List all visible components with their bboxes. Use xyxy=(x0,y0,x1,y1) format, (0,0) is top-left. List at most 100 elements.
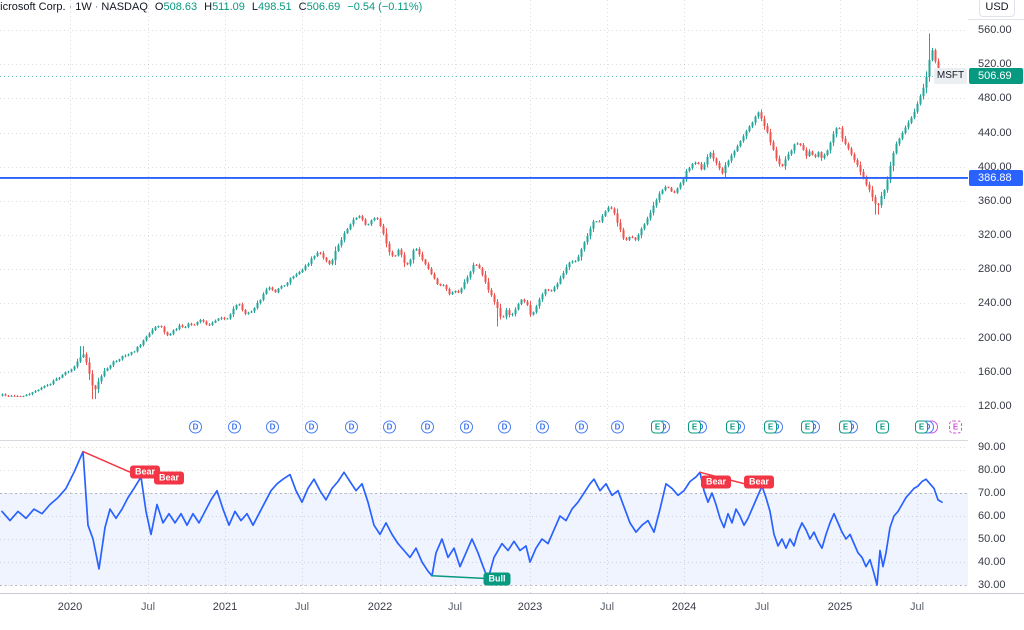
high-label: H xyxy=(204,1,213,13)
price-axis[interactable]: USD 560.00 520.00 480.00 440.00 400.00 360.00… xyxy=(968,0,1024,593)
time-axis-label: 2021 xyxy=(212,601,238,613)
axis-separator xyxy=(968,19,1024,20)
exchange-label: NASDAQ xyxy=(101,1,148,13)
low-label: L xyxy=(251,1,259,13)
oscillator-tick-label: 40.00 xyxy=(978,556,1006,568)
legend-separator2: · xyxy=(94,1,99,13)
dividend-marker[interactable]: D xyxy=(189,420,213,434)
dividend-icon: D xyxy=(498,420,511,434)
symbol-title[interactable]: Microsoft Corp. xyxy=(0,1,66,13)
dividend-marker[interactable]: D xyxy=(460,420,484,434)
dividend-icon: D xyxy=(305,420,318,434)
earnings-marker[interactable]: E xyxy=(876,420,900,434)
dividend-icon: D xyxy=(266,420,279,434)
earnings-icon: E xyxy=(839,420,852,434)
dividend-icon: D xyxy=(383,420,396,434)
hline-price-badge: 386.88 xyxy=(969,169,1023,186)
earnings-icon: E xyxy=(915,420,928,434)
time-axis-label: Jul xyxy=(140,601,156,613)
dividend-marker[interactable]: D xyxy=(266,420,290,434)
bear-label: Bear xyxy=(153,471,185,485)
oscillator-tick-label: 70.00 xyxy=(978,487,1006,499)
upcoming-earnings-marker[interactable]: E xyxy=(949,420,973,434)
earnings-dividend-marker[interactable]: DE xyxy=(915,420,939,434)
dividend-icon: D xyxy=(345,420,358,434)
dividend-marker[interactable]: D xyxy=(305,420,329,434)
high-value: 511.09 xyxy=(212,1,245,13)
earnings-dividend-marker[interactable]: DE xyxy=(651,420,675,434)
change-value: −0.54 (−0.11%) xyxy=(347,1,423,13)
close-label: C xyxy=(298,1,307,13)
currency-toggle-button[interactable]: USD xyxy=(979,0,1015,17)
dividend-marker[interactable]: D xyxy=(611,420,635,434)
time-axis-label: Jul xyxy=(754,601,770,613)
close-value: 506.69 xyxy=(306,1,341,13)
earnings-icon: E xyxy=(651,420,664,434)
earnings-icon: E xyxy=(876,420,889,434)
earnings-dividend-marker[interactable]: DE xyxy=(839,420,863,434)
symbol-price-tag: MSFT xyxy=(934,67,967,84)
bear-label: Bear xyxy=(129,465,161,479)
earnings-dividend-marker[interactable]: DE xyxy=(764,420,788,434)
dividend-marker[interactable]: D xyxy=(498,420,522,434)
price-tick-label: 400.00 xyxy=(978,160,1012,173)
upcoming-earnings-icon: E xyxy=(949,420,962,434)
time-axis-label: Jul xyxy=(909,601,925,613)
dividend-icon: D xyxy=(228,420,241,434)
dividend-icon: D xyxy=(421,420,434,434)
time-axis-label: 2024 xyxy=(671,601,697,613)
price-tick-label: 560.00 xyxy=(978,24,1012,36)
price-tick-label: 440.00 xyxy=(978,126,1012,139)
dividend-marker[interactable]: D xyxy=(575,420,599,434)
dividend-marker[interactable]: D xyxy=(228,420,252,434)
price-tick-label: 280.00 xyxy=(978,263,1012,276)
earnings-dividend-marker[interactable]: DE xyxy=(801,420,825,434)
earnings-icon: E xyxy=(764,420,777,434)
earnings-dividend-marker[interactable]: DE xyxy=(688,420,712,434)
oscillator-tick-label: 90.00 xyxy=(978,441,1006,453)
dividend-marker[interactable]: D xyxy=(383,420,407,434)
current-price-badge: 506.69 xyxy=(969,67,1023,84)
time-axis-label: Jul xyxy=(447,601,463,613)
price-tick-label: 360.00 xyxy=(978,194,1012,207)
time-axis[interactable]: 2020 Jul 2021 Jul 2022 Jul 2023 Jul 2024 Jul 2025 J… xyxy=(0,593,1024,630)
dividend-icon: D xyxy=(611,420,624,434)
price-tick-label: 320.00 xyxy=(978,229,1012,242)
low-value: 498.51 xyxy=(258,1,292,13)
earnings-dividend-marker[interactable]: DE xyxy=(726,420,750,434)
oscillator-tick-label: 80.00 xyxy=(978,464,1006,476)
time-axis-label: 2023 xyxy=(517,601,543,613)
oscillator-tick-label: 30.00 xyxy=(978,579,1006,591)
dividend-marker[interactable]: D xyxy=(345,420,369,434)
open-value: 508.63 xyxy=(163,1,198,13)
earnings-icon: E xyxy=(688,420,701,434)
oscillator-tick-label: 60.00 xyxy=(978,510,1006,522)
earnings-icon: E xyxy=(726,420,739,434)
price-tick-label: 480.00 xyxy=(978,92,1012,105)
bull-label: Bull xyxy=(483,572,511,586)
dividend-icon: D xyxy=(189,420,202,434)
time-axis-label: Jul xyxy=(599,601,615,613)
dividend-marker[interactable]: D xyxy=(536,420,560,434)
oscillator-tick-label: 50.00 xyxy=(978,533,1006,545)
earnings-icon: E xyxy=(801,420,814,434)
price-tick-label: 160.00 xyxy=(978,365,1012,378)
interval-label[interactable]: 1W xyxy=(75,1,92,13)
time-axis-label: Jul xyxy=(294,601,310,613)
time-axis-label: 2025 xyxy=(827,601,853,613)
dividend-icon: D xyxy=(536,420,549,434)
time-axis-label: 2020 xyxy=(57,601,83,613)
bear-label: Bear xyxy=(743,475,775,489)
price-tick-label: 120.00 xyxy=(978,399,1012,412)
chart-legend: Microsoft Corp.·1W·NASDAQO508.63H511.09L… xyxy=(0,1,422,13)
dividend-icon: D xyxy=(460,420,473,434)
bear-label: Bear xyxy=(700,475,732,489)
price-tick-label: 200.00 xyxy=(978,331,1012,344)
open-label: O xyxy=(154,1,164,13)
time-axis-label: 2022 xyxy=(367,601,393,613)
price-tick-label: 240.00 xyxy=(978,297,1012,310)
legend-separator: · xyxy=(68,1,73,13)
dividend-marker[interactable]: D xyxy=(421,420,445,434)
